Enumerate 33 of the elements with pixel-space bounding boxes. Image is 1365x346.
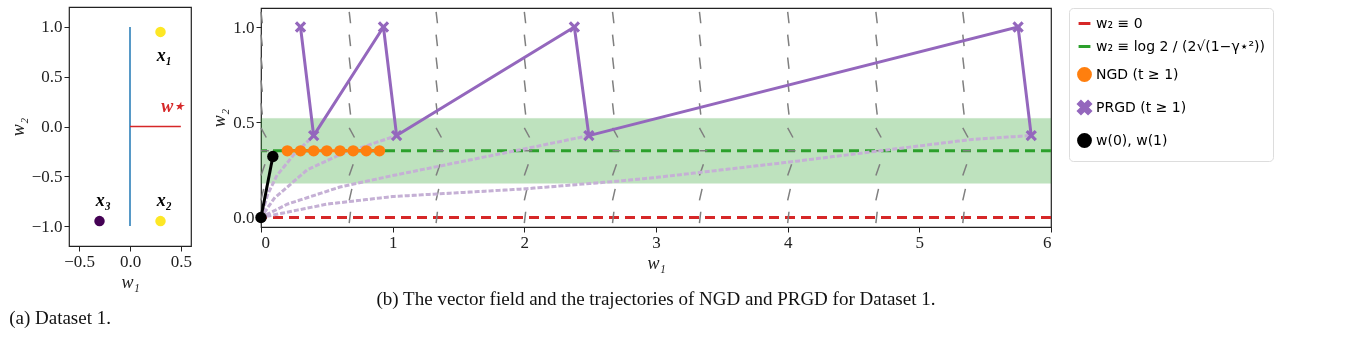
x-tick-label: 5 (915, 232, 925, 252)
text: (b) The vector field and the trajectories of NGD and PRGD for Dataset 1. (376, 288, 936, 310)
y-tick-label: 0.5 (41, 67, 63, 87)
annotation: x₃ (94, 190, 112, 211)
y-axis-title: w₂ (209, 108, 230, 128)
text: (a) Dataset 1. (9, 307, 111, 329)
x-tick-label: 6 (1043, 232, 1052, 252)
y-tick-label: 0.0 (233, 207, 255, 227)
legend-label: w₂ ≡ 0 (1096, 14, 1143, 31)
x-tick-label: 4 (783, 232, 793, 252)
legend-label: NGD (t ≥ 1) (1096, 65, 1179, 82)
x-tick-label: 3 (652, 232, 661, 252)
x-tick-label: 2 (520, 232, 530, 252)
y-tick-label: 0.5 (233, 112, 255, 132)
x-tick-label: 0.5 (170, 251, 192, 271)
y-axis-title: w₂ (7, 117, 28, 137)
x-tick-label: −0.5 (64, 251, 96, 271)
annotation: x₁ (155, 44, 173, 65)
legend-label: PRGD (t ≥ 1) (1096, 98, 1187, 115)
x-axis-title: w₁ (121, 271, 140, 292)
y-tick-label: 0.0 (41, 117, 63, 136)
y-tick-label: −1.0 (31, 216, 63, 236)
legend-label: w₂ ≡ log 2 / (2√(1−γ⋆²)) (1096, 37, 1265, 54)
y-tick-label: 1.0 (41, 17, 63, 37)
x-axis-title: w₁ (647, 252, 666, 273)
x-tick-label: 0 (261, 232, 270, 252)
legend-label: w(0), w(1) (1096, 131, 1168, 148)
x-tick-label: 1 (388, 232, 398, 252)
annotation: x₂ (155, 190, 173, 211)
y-tick-label: 1.0 (233, 17, 255, 37)
annotation: w⋆ (161, 95, 186, 116)
y-tick-label: −0.5 (31, 166, 63, 186)
x-tick-label: 0.0 (119, 251, 142, 271)
